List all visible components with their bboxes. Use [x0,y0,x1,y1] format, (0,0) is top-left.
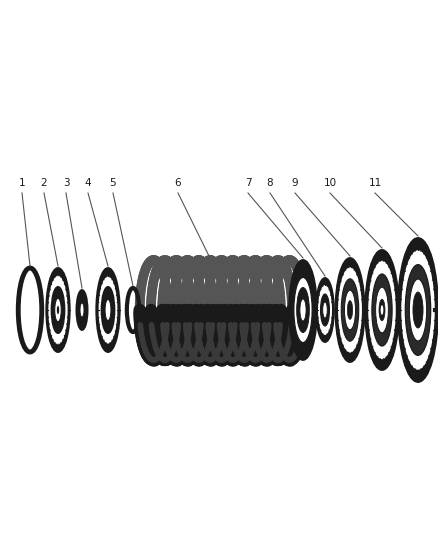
Ellipse shape [398,238,438,382]
Ellipse shape [289,260,317,360]
Text: 7: 7 [245,178,251,188]
Text: 6: 6 [175,178,181,188]
Ellipse shape [379,299,385,321]
Ellipse shape [294,278,312,343]
Text: 2: 2 [41,178,47,188]
Text: 5: 5 [110,178,117,188]
Ellipse shape [105,300,111,320]
Ellipse shape [338,268,362,353]
Ellipse shape [57,306,59,314]
Ellipse shape [381,305,383,315]
Ellipse shape [99,277,117,344]
Text: 10: 10 [323,178,336,188]
Text: 4: 4 [85,178,91,188]
Text: 3: 3 [63,178,69,188]
Ellipse shape [318,285,332,335]
Ellipse shape [48,276,67,344]
Ellipse shape [316,278,334,342]
Ellipse shape [323,302,327,318]
Text: 1: 1 [19,178,25,188]
Ellipse shape [80,303,84,317]
Ellipse shape [365,250,399,370]
Ellipse shape [96,268,120,352]
Ellipse shape [344,290,356,330]
Ellipse shape [336,258,364,362]
Ellipse shape [297,287,309,333]
Ellipse shape [372,274,392,346]
Ellipse shape [410,279,427,341]
Ellipse shape [341,279,359,341]
Text: 11: 11 [368,178,381,188]
Ellipse shape [376,287,389,333]
Ellipse shape [401,250,435,370]
Ellipse shape [46,268,70,352]
Ellipse shape [76,290,88,330]
Ellipse shape [413,292,423,328]
Ellipse shape [347,301,353,319]
Ellipse shape [52,287,64,333]
Ellipse shape [300,299,306,321]
Text: 8: 8 [267,178,273,188]
Text: 9: 9 [292,178,298,188]
Ellipse shape [55,298,61,322]
Ellipse shape [321,294,329,326]
Ellipse shape [368,261,396,359]
Ellipse shape [102,287,114,333]
Ellipse shape [405,265,431,356]
